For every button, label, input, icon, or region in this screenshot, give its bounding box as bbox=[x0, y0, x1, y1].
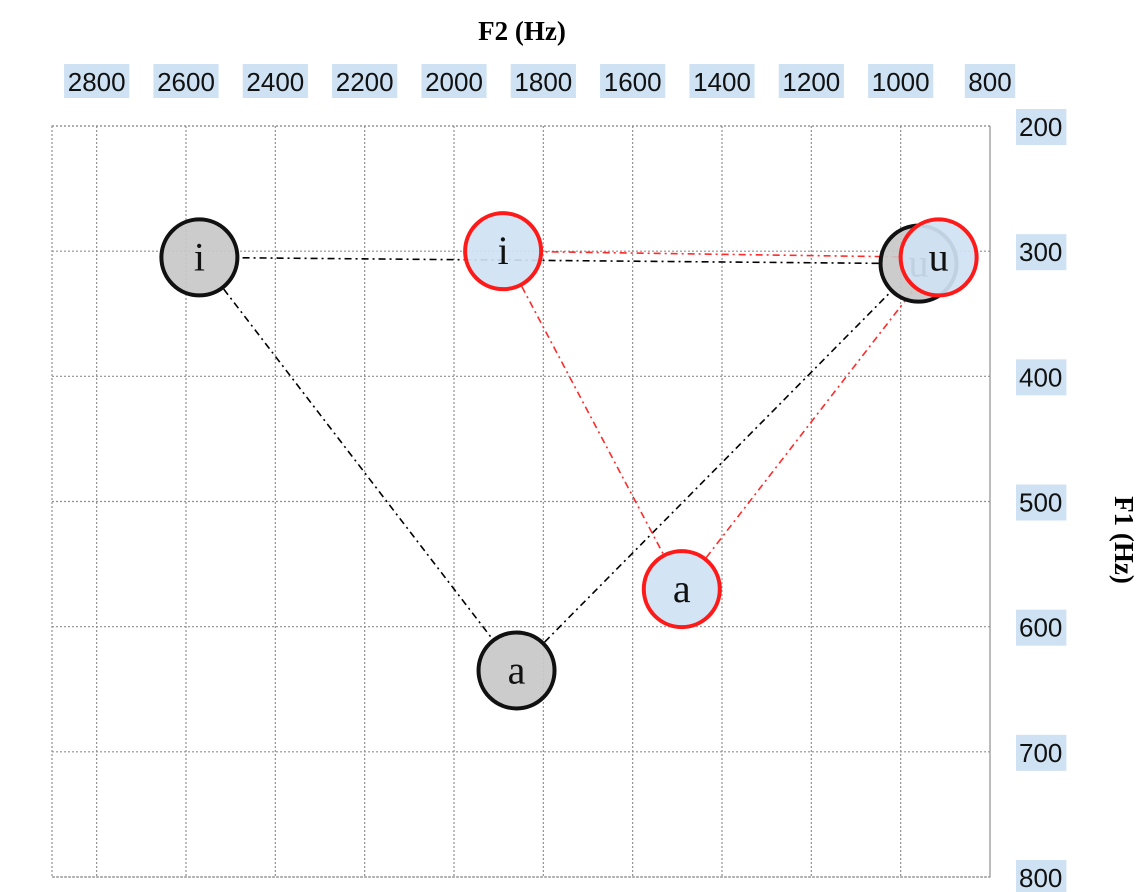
x-tick-bg bbox=[421, 64, 487, 98]
series-lines bbox=[223, 250, 915, 643]
vowel-marker-a bbox=[476, 630, 557, 711]
x-tick-bg bbox=[964, 64, 1016, 98]
y-tick-bg bbox=[1016, 860, 1067, 892]
vowel-marker-i bbox=[463, 211, 544, 292]
x-tick-label: 2000 bbox=[425, 67, 483, 97]
vowel-points: iauiau bbox=[159, 211, 979, 711]
x-tick-label: 2600 bbox=[157, 67, 215, 97]
x-tick-label: 1400 bbox=[693, 67, 751, 97]
vowel-marker-i bbox=[159, 217, 240, 298]
vowel-label-i: i bbox=[194, 234, 205, 279]
vowel-label-i: i bbox=[498, 228, 509, 273]
x-tick-label: 1200 bbox=[782, 67, 840, 97]
y-tick-bg bbox=[1016, 109, 1067, 145]
vowel-label-a: a bbox=[673, 566, 691, 611]
series-line bbox=[223, 288, 493, 640]
y-tick-label: 200 bbox=[1019, 112, 1062, 142]
x-tick-label: 800 bbox=[968, 67, 1011, 97]
y-tick-bg bbox=[1016, 359, 1067, 396]
y-tick-labels: 200 300 400 500 600 700 800 bbox=[1016, 109, 1067, 892]
x-tick-bg bbox=[64, 64, 130, 98]
grid bbox=[51, 125, 991, 878]
y-tick-label: 400 bbox=[1019, 362, 1062, 392]
vowel-label-u: u bbox=[929, 234, 949, 279]
y-axis-title: F1 (Hz) bbox=[1109, 496, 1139, 584]
y-tick-label: 300 bbox=[1019, 237, 1062, 267]
vowel-marker-a bbox=[641, 549, 722, 630]
x-tick-labels: 2800 2600 2400 2200 2000 1800 1600 1400 1200 1000… bbox=[64, 64, 1016, 98]
series-line bbox=[543, 250, 899, 258]
x-tick-bg bbox=[689, 64, 755, 98]
x-tick-bg bbox=[600, 64, 666, 98]
y-tick-label: 500 bbox=[1019, 488, 1062, 518]
y-tick-bg bbox=[1016, 734, 1067, 771]
series-line bbox=[239, 256, 879, 265]
x-tick-label: 1600 bbox=[604, 67, 662, 97]
series-line bbox=[521, 286, 664, 555]
x-tick-bg bbox=[332, 64, 398, 98]
x-tick-label: 2800 bbox=[68, 67, 126, 97]
vowel-marker-u bbox=[898, 217, 979, 298]
series-line bbox=[705, 288, 915, 558]
x-tick-label: 1800 bbox=[514, 67, 572, 97]
vowel-label-a: a bbox=[508, 647, 526, 692]
y-tick-bg bbox=[1016, 234, 1067, 271]
y-tick-label: 700 bbox=[1019, 738, 1062, 768]
y-tick-bg bbox=[1016, 484, 1067, 521]
y-tick-label: 600 bbox=[1019, 613, 1062, 643]
x-tick-label: 1000 bbox=[872, 67, 930, 97]
x-tick-label: 2200 bbox=[336, 67, 394, 97]
x-tick-bg bbox=[242, 64, 308, 98]
series-line bbox=[544, 291, 891, 643]
x-axis-title: F2 (Hz) bbox=[478, 16, 566, 46]
y-tick-label: 800 bbox=[1019, 863, 1062, 892]
x-tick-label: 2400 bbox=[246, 67, 304, 97]
x-tick-bg bbox=[868, 64, 934, 98]
x-tick-bg bbox=[153, 64, 219, 98]
x-tick-bg bbox=[778, 64, 844, 98]
y-tick-bg bbox=[1016, 609, 1067, 646]
x-tick-bg bbox=[510, 64, 576, 98]
